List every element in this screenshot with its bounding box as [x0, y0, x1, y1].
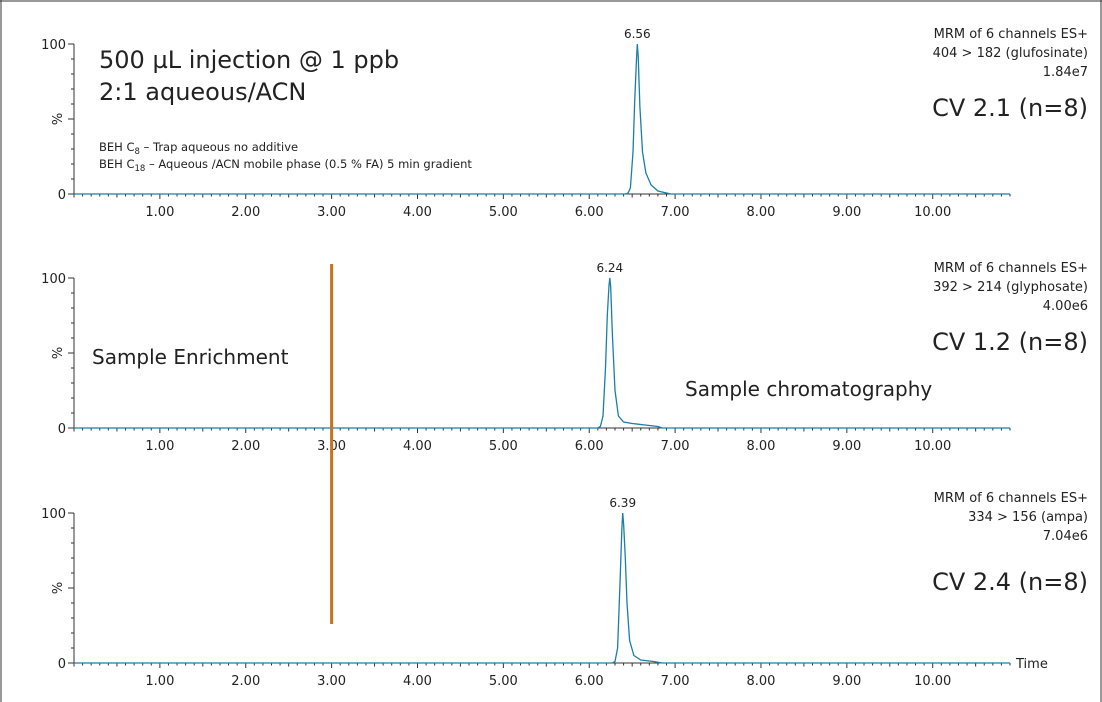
y-tick-label: 0 — [58, 657, 66, 672]
x-tick-label: 10.00 — [914, 439, 951, 454]
chromatogram-trace — [74, 277, 1010, 429]
x-tick-label: 3.00 — [317, 205, 346, 220]
x-tick-label: 3.00 — [317, 674, 346, 689]
x-tick-label: 7.00 — [661, 205, 690, 220]
method-line-trap: BEH C8 – Trap aqueous no additive — [99, 140, 298, 157]
x-tick-label: 4.00 — [403, 205, 432, 220]
x-tick-label: 10.00 — [914, 674, 951, 689]
y-axis-percent-label: % — [51, 347, 66, 359]
x-tick-label: 10.00 — [914, 205, 951, 220]
x-tick-label: 9.00 — [832, 674, 861, 689]
x-tick-label: 9.00 — [832, 205, 861, 220]
x-axis-label: Time — [1015, 657, 1048, 672]
x-tick-label: 2.00 — [231, 674, 260, 689]
chromatogram-panel-ampa: 1.00 2.00 3.00 4.00 5.00 6.00 7.00 8.00 9.00 10.0… — [41, 491, 1088, 689]
info-channels: MRM of 6 channels ES+ — [934, 27, 1088, 42]
x-tick-label: 8.00 — [746, 439, 775, 454]
x-tick-label: 8.00 — [746, 205, 775, 220]
x-tick-label: 8.00 — [746, 674, 775, 689]
y-tick-label: 100 — [41, 38, 66, 53]
y-axis-percent-label: % — [51, 113, 66, 125]
y-tick-label: 100 — [41, 507, 66, 522]
injection-title-line1: 500 µL injection @ 1 ppb — [99, 46, 399, 74]
x-tick-label: 4.00 — [403, 674, 432, 689]
y-tick-label: 100 — [41, 272, 66, 287]
chromatogram-panel-glufosinate: 1.00 2.00 3.00 4.00 5.00 6.00 7.00 8.00 9.00 10.0… — [41, 27, 1088, 220]
x-tick-label: 6.00 — [575, 205, 604, 220]
info-intensity: 1.84e7 — [1043, 65, 1088, 80]
x-tick-label: 4.00 — [403, 439, 432, 454]
x-tick-label: 5.00 — [489, 205, 518, 220]
x-tick-label: 6.00 — [575, 674, 604, 689]
y-tick-label: 0 — [58, 188, 66, 203]
panel-marks: 1.00 2.00 3.00 4.00 5.00 6.00 7.00 8.00 9.00 10.0… — [41, 27, 1011, 220]
info-transition: 404 > 182 (glufosinate) — [933, 46, 1088, 61]
panel-marks: 1.002.003.004.005.006.007.008.009.0010.0… — [41, 261, 1011, 454]
info-channels: MRM of 6 channels ES+ — [934, 261, 1088, 276]
x-tick-label: 5.00 — [489, 439, 518, 454]
injection-title-line2: 2:1 aqueous/ACN — [99, 78, 306, 106]
info-transition: 334 > 156 (ampa) — [968, 510, 1088, 525]
x-tick-label: 1.00 — [145, 674, 174, 689]
x-tick-label: 7.00 — [661, 439, 690, 454]
peak-retention-label: 6.24 — [596, 261, 623, 275]
info-transition: 392 > 214 (glyphosate) — [933, 280, 1088, 295]
y-tick-label: 0 — [58, 422, 66, 437]
x-tick-label: 1.00 — [145, 205, 174, 220]
x-tick-label: 7.00 — [661, 674, 690, 689]
info-intensity: 4.00e6 — [1043, 299, 1088, 314]
chromatogram-panel-glyphosate: 1.002.003.004.005.006.007.008.009.0010.0… — [41, 261, 1088, 454]
chromatogram-trace — [74, 43, 1010, 195]
x-tick-label: 2.00 — [231, 205, 260, 220]
peak-retention-label: 6.56 — [624, 27, 651, 41]
sample-chromatography-label: Sample chromatography — [685, 377, 932, 401]
cv-label: CV 1.2 (n=8) — [932, 328, 1088, 356]
peak-retention-label: 6.39 — [609, 496, 636, 510]
chromatogram-trace — [74, 512, 1010, 664]
x-tick-label: 9.00 — [832, 439, 861, 454]
x-tick-label: 1.00 — [145, 439, 174, 454]
y-axis-percent-label: % — [51, 582, 66, 594]
info-intensity: 7.04e6 — [1043, 529, 1088, 544]
info-channels: MRM of 6 channels ES+ — [934, 491, 1088, 506]
x-tick-label: 6.00 — [575, 439, 604, 454]
cv-label: CV 2.1 (n=8) — [932, 94, 1088, 122]
x-tick-label: 5.00 — [489, 674, 518, 689]
panel-marks: 1.00 2.00 3.00 4.00 5.00 6.00 7.00 8.00 9.00 10.0… — [41, 496, 1011, 689]
x-tick-label: 2.00 — [231, 439, 260, 454]
cv-label: CV 2.4 (n=8) — [932, 568, 1088, 596]
method-line-column: BEH C18 – Aqueous /ACN mobile phase (0.5… — [99, 157, 472, 174]
sample-enrichment-label: Sample Enrichment — [92, 345, 289, 369]
